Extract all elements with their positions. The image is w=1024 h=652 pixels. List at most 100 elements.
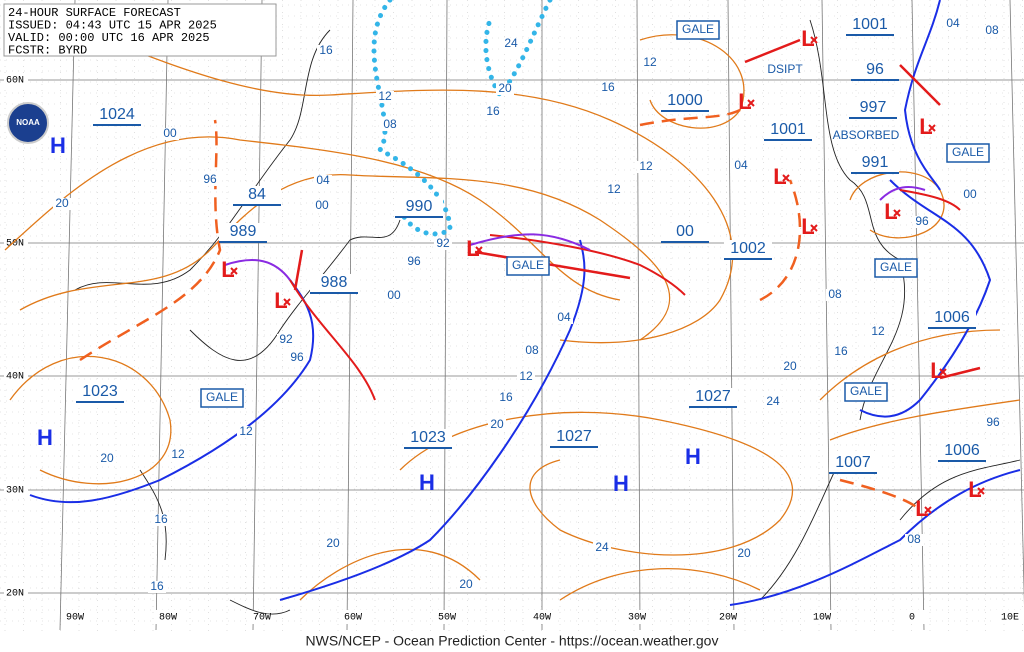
isobar-label: 96 — [915, 214, 929, 228]
pressure-label-bg — [661, 92, 709, 110]
isobar-label: 08 — [383, 117, 397, 131]
pressure-label: 1002 — [730, 240, 766, 257]
pressure-label: 989 — [230, 223, 257, 240]
isobar-label: 12 — [239, 424, 253, 438]
isobar-label-bg — [324, 538, 342, 550]
pressure-label: 1006 — [934, 309, 970, 326]
low-x — [810, 224, 818, 232]
pressure-label-bg — [829, 454, 877, 472]
isobar-label-bg — [944, 18, 962, 30]
gale-label: GALE — [850, 384, 882, 398]
latitude-label-bg — [4, 483, 28, 497]
pressure-label-bg — [928, 309, 976, 327]
isobar-label: 24 — [766, 394, 780, 408]
isobar-label-bg — [288, 352, 306, 364]
isobar-label-bg — [832, 346, 850, 358]
low-center: L — [801, 26, 814, 51]
longitude-label: 40W — [533, 613, 551, 624]
isobar-label-bg — [781, 361, 799, 373]
isobar-label: 20 — [459, 577, 473, 591]
isobar-label-bg — [148, 581, 166, 593]
isobar-label: 04 — [734, 158, 748, 172]
longitude-label-bg — [996, 610, 1024, 624]
isobar-label-bg — [826, 289, 844, 301]
low-center: L — [274, 288, 287, 313]
longitude-label-bg — [528, 610, 556, 624]
longitude-label: 0 — [909, 613, 915, 624]
longitude-label: 30W — [628, 613, 646, 624]
isobar-label-bg — [434, 238, 452, 250]
isobar-label: 04 — [946, 16, 960, 30]
gale-box — [946, 143, 990, 163]
isobar-label-bg — [605, 184, 623, 196]
pressure-label-bg — [689, 388, 737, 406]
occluded-front — [224, 186, 926, 281]
pressure-label: 988 — [321, 274, 348, 291]
pressure-label-bg — [404, 429, 452, 447]
low-x — [475, 246, 483, 254]
pressure-label-bg — [233, 186, 281, 204]
isobar-label: 16 — [319, 43, 333, 57]
pressure-label-bg — [849, 99, 897, 117]
low-x — [893, 209, 901, 217]
pressure-label: 1027 — [695, 388, 731, 405]
isobar-label-bg — [984, 417, 1002, 429]
pressure-label: 1001 — [770, 121, 806, 138]
isobar-label-bg — [555, 312, 573, 324]
isobar-label-bg — [488, 419, 506, 431]
isobar-label-bg — [764, 396, 782, 408]
pressure-label: 1000 — [667, 92, 703, 109]
pressure-label: 1001 — [852, 16, 888, 33]
low-x — [810, 36, 818, 44]
isobar-label-bg — [201, 174, 219, 186]
isobar-label-bg — [98, 453, 116, 465]
isobar-label-bg — [457, 579, 475, 591]
isobar-label: 96 — [407, 254, 421, 268]
isobar-label-bg — [317, 45, 335, 57]
pressure-label-bg — [395, 198, 443, 216]
isobar-label-bg — [497, 392, 515, 404]
header-box — [3, 3, 277, 57]
isobar-label-bg — [983, 25, 1001, 37]
longitude-label: 70W — [253, 613, 271, 624]
low-center: L — [968, 477, 981, 502]
longitude-label: 90W — [66, 613, 84, 624]
longitude-label: 50W — [438, 613, 456, 624]
low-x — [283, 298, 291, 306]
isobar-label: 16 — [154, 512, 168, 526]
pressure-label: 1023 — [82, 383, 118, 400]
low-center: L — [884, 199, 897, 224]
isobar-label: 08 — [907, 532, 921, 546]
isobar-label: 96 — [986, 415, 1000, 429]
longitude-label: 60W — [344, 613, 362, 624]
longitude-label-bg — [339, 610, 367, 624]
isobar-label: 04 — [316, 173, 330, 187]
isobar-label-bg — [237, 426, 255, 438]
longitude-line — [821, 0, 832, 631]
isobar-label: 96 — [203, 172, 217, 186]
isobar-label: 12 — [871, 324, 885, 338]
longitude-label: 10W — [813, 613, 831, 624]
gale-box — [506, 256, 550, 276]
isobar-label: 24 — [504, 36, 518, 50]
isobar-label-bg — [484, 106, 502, 118]
isobar-label-bg — [314, 175, 332, 187]
coastline — [74, 19, 1021, 615]
latitude-label-bg — [4, 73, 28, 87]
latitude-label-bg — [4, 586, 28, 600]
isobar — [819, 329, 1021, 441]
isobar-label-bg — [735, 548, 753, 560]
isobar-label: 00 — [315, 198, 329, 212]
high-center: H — [613, 471, 629, 496]
isobar-label: 16 — [150, 579, 164, 593]
low-x — [928, 124, 936, 132]
isobar — [399, 411, 793, 556]
isobar-label: 04 — [557, 310, 571, 324]
low-center: L — [801, 214, 814, 239]
isobar-label: 08 — [828, 287, 842, 301]
gale-label: GALE — [952, 145, 984, 159]
isobar-label-bg — [599, 82, 617, 94]
pressure-label-bg — [724, 240, 772, 258]
low-center: L — [930, 358, 943, 383]
isobar-label-bg — [277, 334, 295, 346]
